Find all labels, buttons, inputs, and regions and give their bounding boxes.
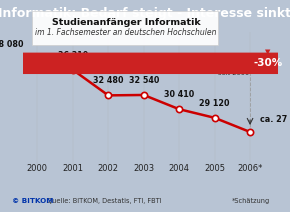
Text: 30 410: 30 410 [164, 90, 194, 99]
Text: 36 310: 36 310 [58, 51, 88, 60]
Text: Veränderung
seit 2000: Veränderung seit 2000 [213, 63, 255, 76]
Text: 2001: 2001 [62, 164, 83, 173]
Text: 2000: 2000 [27, 164, 48, 173]
Text: Informatik: Bedarf steigt - Interesse sinkt: Informatik: Bedarf steigt - Interesse si… [0, 7, 290, 21]
Text: 2003: 2003 [133, 164, 154, 173]
Text: *Schätzung: *Schätzung [231, 198, 270, 204]
Text: ca. 27 000: ca. 27 000 [260, 115, 290, 124]
Text: 2004: 2004 [169, 164, 190, 173]
Text: 32 480: 32 480 [93, 76, 124, 85]
Text: 38 080: 38 080 [0, 40, 24, 49]
Text: Studienanfänger Informatik: Studienanfänger Informatik [52, 18, 200, 27]
Text: © BITKOM: © BITKOM [12, 198, 53, 204]
Text: Quelle: BITKOM, Destatis, FTI, FBTI: Quelle: BITKOM, Destatis, FTI, FBTI [47, 198, 162, 204]
Text: 32 540: 32 540 [128, 76, 159, 85]
Text: ▼: ▼ [265, 49, 271, 55]
Text: 2006*: 2006* [237, 164, 263, 173]
Circle shape [0, 53, 290, 73]
Text: im 1. Fachsemester an deutschen Hochschulen: im 1. Fachsemester an deutschen Hochschu… [35, 28, 217, 37]
Text: 2005: 2005 [204, 164, 225, 173]
Text: -30%: -30% [253, 58, 282, 68]
Text: 29 120: 29 120 [199, 99, 230, 108]
Text: 2002: 2002 [98, 164, 119, 173]
